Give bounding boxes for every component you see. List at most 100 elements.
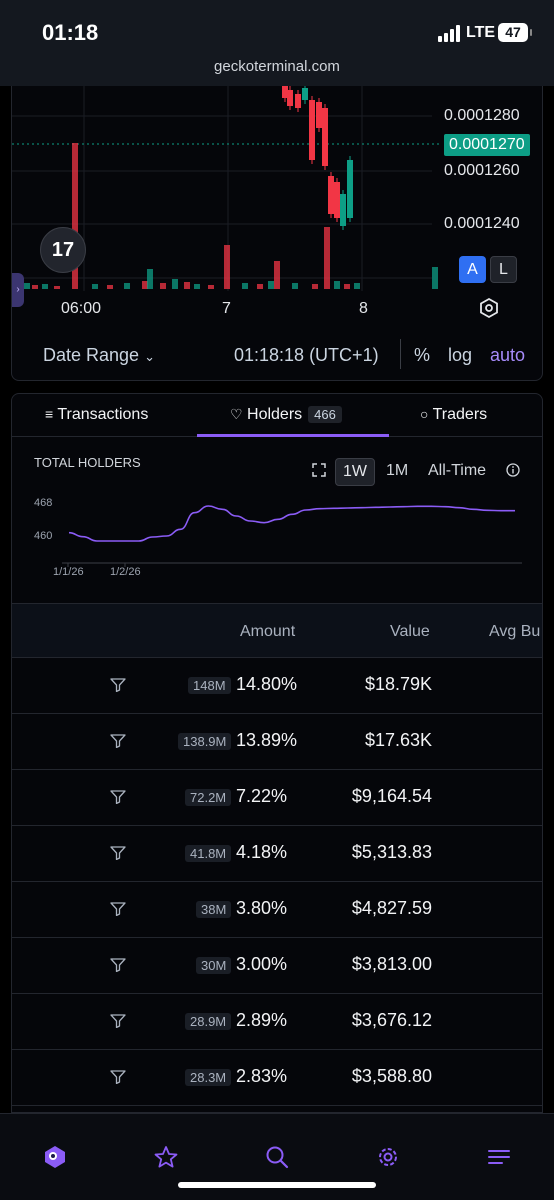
tradingview-logo[interactable]: 17 bbox=[40, 227, 86, 273]
settings-icon[interactable] bbox=[375, 1144, 401, 1170]
table-header: Amount Value Avg Bu bbox=[12, 603, 542, 658]
chart-settings-icon[interactable] bbox=[478, 297, 500, 319]
menu-icon[interactable] bbox=[486, 1144, 512, 1170]
holders-count-badge: 466 bbox=[308, 406, 342, 423]
table-row[interactable]: 148M 14.80% $18.79K bbox=[12, 658, 542, 714]
candlestick-chart[interactable] bbox=[12, 86, 543, 296]
home-indicator bbox=[178, 1182, 376, 1188]
x-axis-tick: 1/2/26 bbox=[110, 566, 141, 578]
range-1w-button[interactable]: 1W bbox=[335, 458, 375, 486]
drawer-handle-icon[interactable]: › bbox=[12, 273, 24, 307]
percent-scale-button[interactable]: % bbox=[414, 345, 431, 365]
chart-clock: 01:18:18 (UTC+1) bbox=[234, 345, 379, 365]
info-icon[interactable] bbox=[506, 463, 520, 477]
filter-icon[interactable] bbox=[110, 734, 126, 748]
table-row[interactable]: 28.9M 2.89% $3,676.12 bbox=[12, 994, 542, 1050]
filter-icon[interactable] bbox=[110, 846, 126, 860]
volume-bar bbox=[274, 261, 280, 289]
auto-toggle-button[interactable]: auto bbox=[490, 345, 526, 365]
filter-icon[interactable] bbox=[110, 678, 126, 692]
volume-bar bbox=[72, 143, 78, 289]
candle-body bbox=[295, 94, 301, 108]
holding-percent: 4.18% bbox=[236, 842, 288, 862]
volume-bar bbox=[124, 283, 130, 289]
battery-icon: 47 bbox=[498, 23, 532, 42]
range-all-time-button[interactable]: All-Time bbox=[428, 462, 487, 479]
volume-bar bbox=[92, 284, 98, 289]
amount-badge: 30M bbox=[196, 957, 232, 974]
filter-icon[interactable] bbox=[110, 902, 126, 916]
expand-icon[interactable] bbox=[312, 463, 326, 477]
volume-bar bbox=[334, 281, 340, 289]
amount-badge: 28.9M bbox=[185, 1013, 232, 1030]
volume-bar bbox=[292, 283, 298, 289]
search-icon[interactable] bbox=[264, 1144, 290, 1170]
volume-bar bbox=[354, 283, 360, 289]
amount-badge: 72.2M bbox=[185, 789, 232, 806]
holding-value: $18.79K bbox=[364, 674, 432, 694]
network-label: LTE bbox=[466, 24, 496, 41]
column-header-avg-buy[interactable]: Avg Bu bbox=[489, 623, 541, 640]
y-axis-tick: 468 bbox=[34, 497, 52, 509]
volume-bar bbox=[324, 227, 330, 289]
table-row[interactable]: 30M 3.00% $3,813.00 bbox=[12, 938, 542, 994]
holding-percent: 7.22% bbox=[236, 786, 288, 806]
candle-body bbox=[316, 102, 322, 128]
medal-icon: ○ bbox=[420, 406, 429, 422]
list-icon: ≡ bbox=[45, 406, 54, 422]
log-toggle-button[interactable]: log bbox=[448, 345, 473, 365]
filter-icon[interactable] bbox=[110, 958, 126, 972]
holders-panel: ≡ Transactions ♡ Holders 466 ○ Traders TO… bbox=[11, 393, 543, 1113]
holding-value: $3,676.12 bbox=[351, 1010, 432, 1030]
volume-bar bbox=[194, 284, 200, 289]
home-icon[interactable] bbox=[42, 1144, 68, 1170]
column-header-amount[interactable]: Amount bbox=[240, 623, 296, 640]
auto-scale-button[interactable]: A bbox=[459, 256, 486, 283]
amount-badge: 41.8M bbox=[185, 845, 232, 862]
volume-bar bbox=[268, 281, 274, 289]
volume-bar bbox=[184, 282, 190, 289]
holding-percent: 3.00% bbox=[236, 954, 288, 974]
filter-icon[interactable] bbox=[110, 1014, 126, 1028]
tab-traders[interactable]: ○ Traders bbox=[420, 406, 488, 423]
price-axis-label: 0.0001280 bbox=[444, 107, 520, 124]
chart-toolbar: Date Range ⌄ 01:18:18 (UTC+1) % log auto bbox=[12, 331, 542, 380]
volume-bar bbox=[224, 245, 230, 289]
tab-holders[interactable]: ♡ Holders 466 bbox=[230, 406, 342, 424]
volume-bar bbox=[147, 269, 153, 289]
filter-icon[interactable] bbox=[110, 790, 126, 804]
column-header-value[interactable]: Value bbox=[390, 623, 430, 640]
volume-bar bbox=[432, 267, 438, 289]
star-icon[interactable] bbox=[153, 1144, 179, 1170]
log-scale-button[interactable]: L bbox=[490, 256, 517, 283]
range-1m-button[interactable]: 1M bbox=[386, 462, 409, 479]
table-row[interactable]: 28.3M 2.83% $3,588.80 bbox=[12, 1050, 542, 1106]
amount-badge: 28.3M bbox=[185, 1069, 232, 1086]
holders-line-chart: 468 460 1/1/26 1/2/26 bbox=[34, 497, 522, 578]
volume-bar bbox=[32, 285, 38, 289]
url-bar[interactable]: geckoterminal.com bbox=[214, 58, 340, 75]
holding-value: $5,313.83 bbox=[351, 842, 432, 862]
volume-bar bbox=[208, 285, 214, 289]
amount-badge: 138.9M bbox=[178, 733, 232, 750]
date-range-button[interactable]: Date Range ⌄ bbox=[43, 345, 155, 365]
table-row[interactable]: 138.9M 13.89% $17.63K bbox=[12, 714, 542, 770]
candle-body bbox=[302, 88, 308, 100]
volume-bar bbox=[172, 279, 178, 289]
tab-transactions[interactable]: ≡ Transactions bbox=[45, 406, 149, 423]
filter-icon[interactable] bbox=[110, 1070, 126, 1084]
chart-title: TOTAL HOLDERS bbox=[34, 455, 141, 470]
price-axis-label: 0.0001240 bbox=[444, 215, 520, 232]
candle-body bbox=[340, 194, 346, 226]
toolbar-divider bbox=[400, 339, 401, 369]
table-row[interactable]: 38M 3.80% $4,827.59 bbox=[12, 882, 542, 938]
status-bar: 01:18 LTE 47 geckoterminal.com bbox=[0, 0, 554, 86]
candle-body bbox=[328, 176, 334, 214]
table-row[interactable]: 41.8M 4.18% $5,313.83 bbox=[12, 826, 542, 882]
time-axis-tick: 06:00 bbox=[61, 300, 102, 317]
price-axis-label: 0.0001260 bbox=[444, 162, 520, 179]
candle-body bbox=[309, 100, 315, 160]
holding-value: $4,827.59 bbox=[351, 898, 432, 918]
amount-badge: 38M bbox=[196, 901, 232, 918]
table-row[interactable]: 72.2M 7.22% $9,164.54 bbox=[12, 770, 542, 826]
